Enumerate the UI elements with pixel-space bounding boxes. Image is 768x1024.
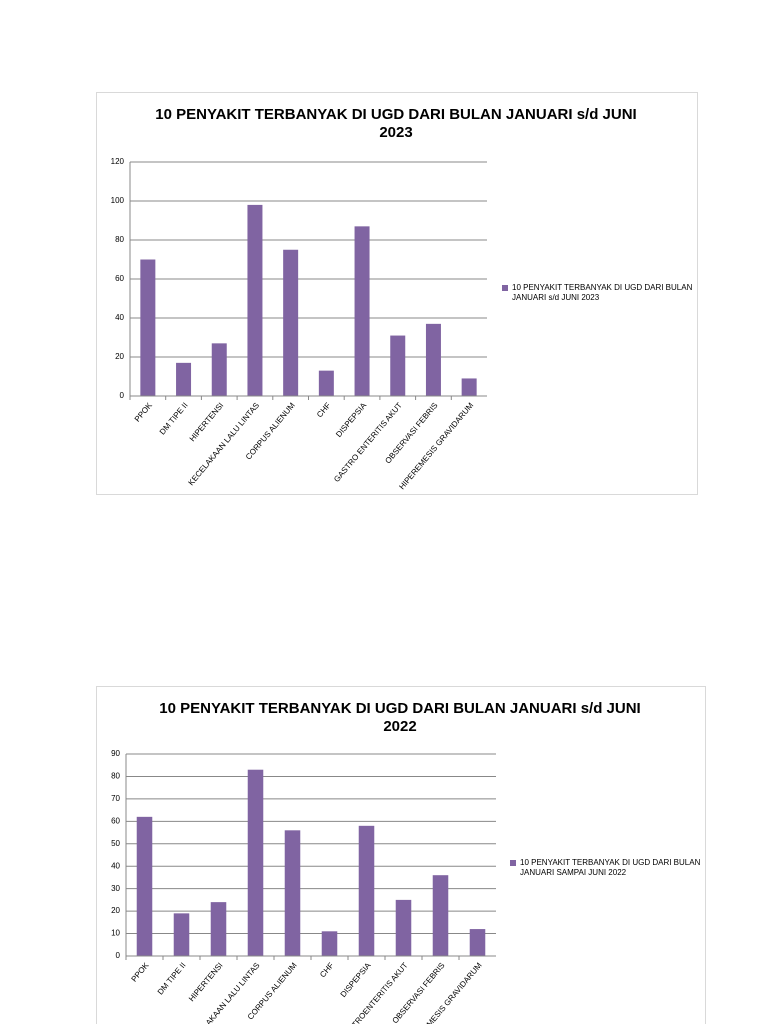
legend-label: 10 PENYAKIT TERBANYAK DI UGD DARI BULAN … — [520, 858, 701, 877]
y-tick-label: 70 — [111, 794, 120, 803]
bar — [461, 378, 477, 396]
bar — [354, 226, 370, 396]
y-tick-label: 0 — [120, 391, 125, 400]
y-tick-label: 100 — [111, 196, 125, 205]
bar — [432, 875, 449, 956]
y-tick-label: 40 — [115, 313, 124, 322]
bar — [176, 362, 192, 396]
bar — [390, 335, 406, 396]
y-tick-label: 10 — [111, 929, 120, 938]
bar — [321, 931, 338, 956]
y-tick-label: 40 — [111, 861, 120, 870]
bar — [173, 913, 190, 956]
y-tick-label: 60 — [111, 816, 120, 825]
legend-entry: 10 PENYAKIT TERBANYAK DI UGD DARI BULAN … — [510, 858, 715, 878]
chart-title: 10 PENYAKIT TERBANYAK DI UGD DARI BULAN … — [159, 700, 641, 735]
y-tick-label: 30 — [111, 884, 120, 893]
legend-entry: 10 PENYAKIT TERBANYAK DI UGD DARI BULAN … — [502, 283, 707, 303]
y-tick-label: 120 — [111, 157, 125, 166]
bar — [425, 323, 441, 396]
bar — [283, 249, 299, 396]
chart-frame — [96, 92, 698, 495]
bar — [318, 370, 334, 396]
bar — [469, 929, 486, 956]
y-tick-label: 90 — [111, 749, 120, 758]
chart-frame — [96, 686, 706, 1024]
legend-swatch — [510, 860, 516, 866]
bar — [247, 769, 264, 956]
y-tick-label: 80 — [115, 235, 124, 244]
bar — [284, 830, 301, 956]
bar — [210, 902, 227, 956]
y-tick-label: 0 — [116, 951, 121, 960]
bar — [247, 204, 263, 396]
y-tick-label: 20 — [111, 906, 120, 915]
bar — [136, 816, 153, 956]
y-tick-label: 80 — [111, 772, 120, 781]
chart-title: 10 PENYAKIT TERBANYAK DI UGD DARI BULAN … — [155, 106, 637, 141]
bar — [395, 899, 412, 956]
legend-label: 10 PENYAKIT TERBANYAK DI UGD DARI BULAN … — [512, 283, 693, 302]
y-tick-label: 60 — [115, 274, 124, 283]
y-tick-label: 50 — [111, 839, 120, 848]
bar — [140, 259, 156, 396]
y-tick-label: 20 — [115, 352, 124, 361]
legend-swatch — [502, 285, 508, 291]
bar — [358, 825, 375, 956]
bar — [211, 343, 227, 396]
